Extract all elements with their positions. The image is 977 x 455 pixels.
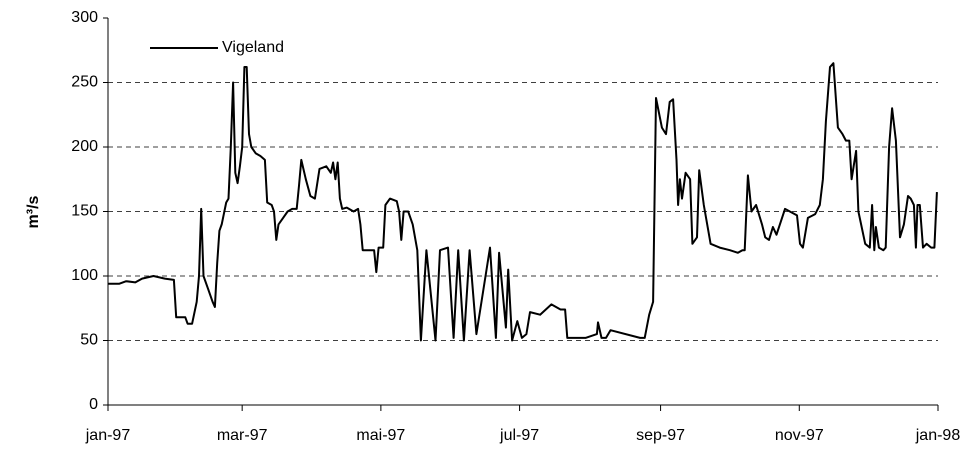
- data-line: [108, 62, 938, 342]
- y-tick-label: 50: [80, 332, 98, 349]
- x-tick-label: jan-98: [915, 427, 961, 444]
- y-tick-label: 100: [71, 267, 98, 284]
- y-axis-label: m³/s: [25, 195, 42, 228]
- y-tick-label: 250: [71, 74, 98, 91]
- x-tick-label: mai-97: [356, 427, 405, 444]
- y-tick-label: 300: [71, 9, 98, 26]
- x-tick-label: nov-97: [775, 427, 824, 444]
- x-tick-label: jan-97: [85, 427, 131, 444]
- y-tick-label: 0: [89, 396, 98, 413]
- x-tick-label: sep-97: [636, 427, 685, 444]
- x-tick-label: jul-97: [499, 427, 539, 444]
- y-tick-label: 150: [71, 203, 98, 220]
- legend-label: Vigeland: [222, 39, 284, 56]
- x-tick-label: mar-97: [217, 427, 268, 444]
- y-tick-label: 200: [71, 138, 98, 155]
